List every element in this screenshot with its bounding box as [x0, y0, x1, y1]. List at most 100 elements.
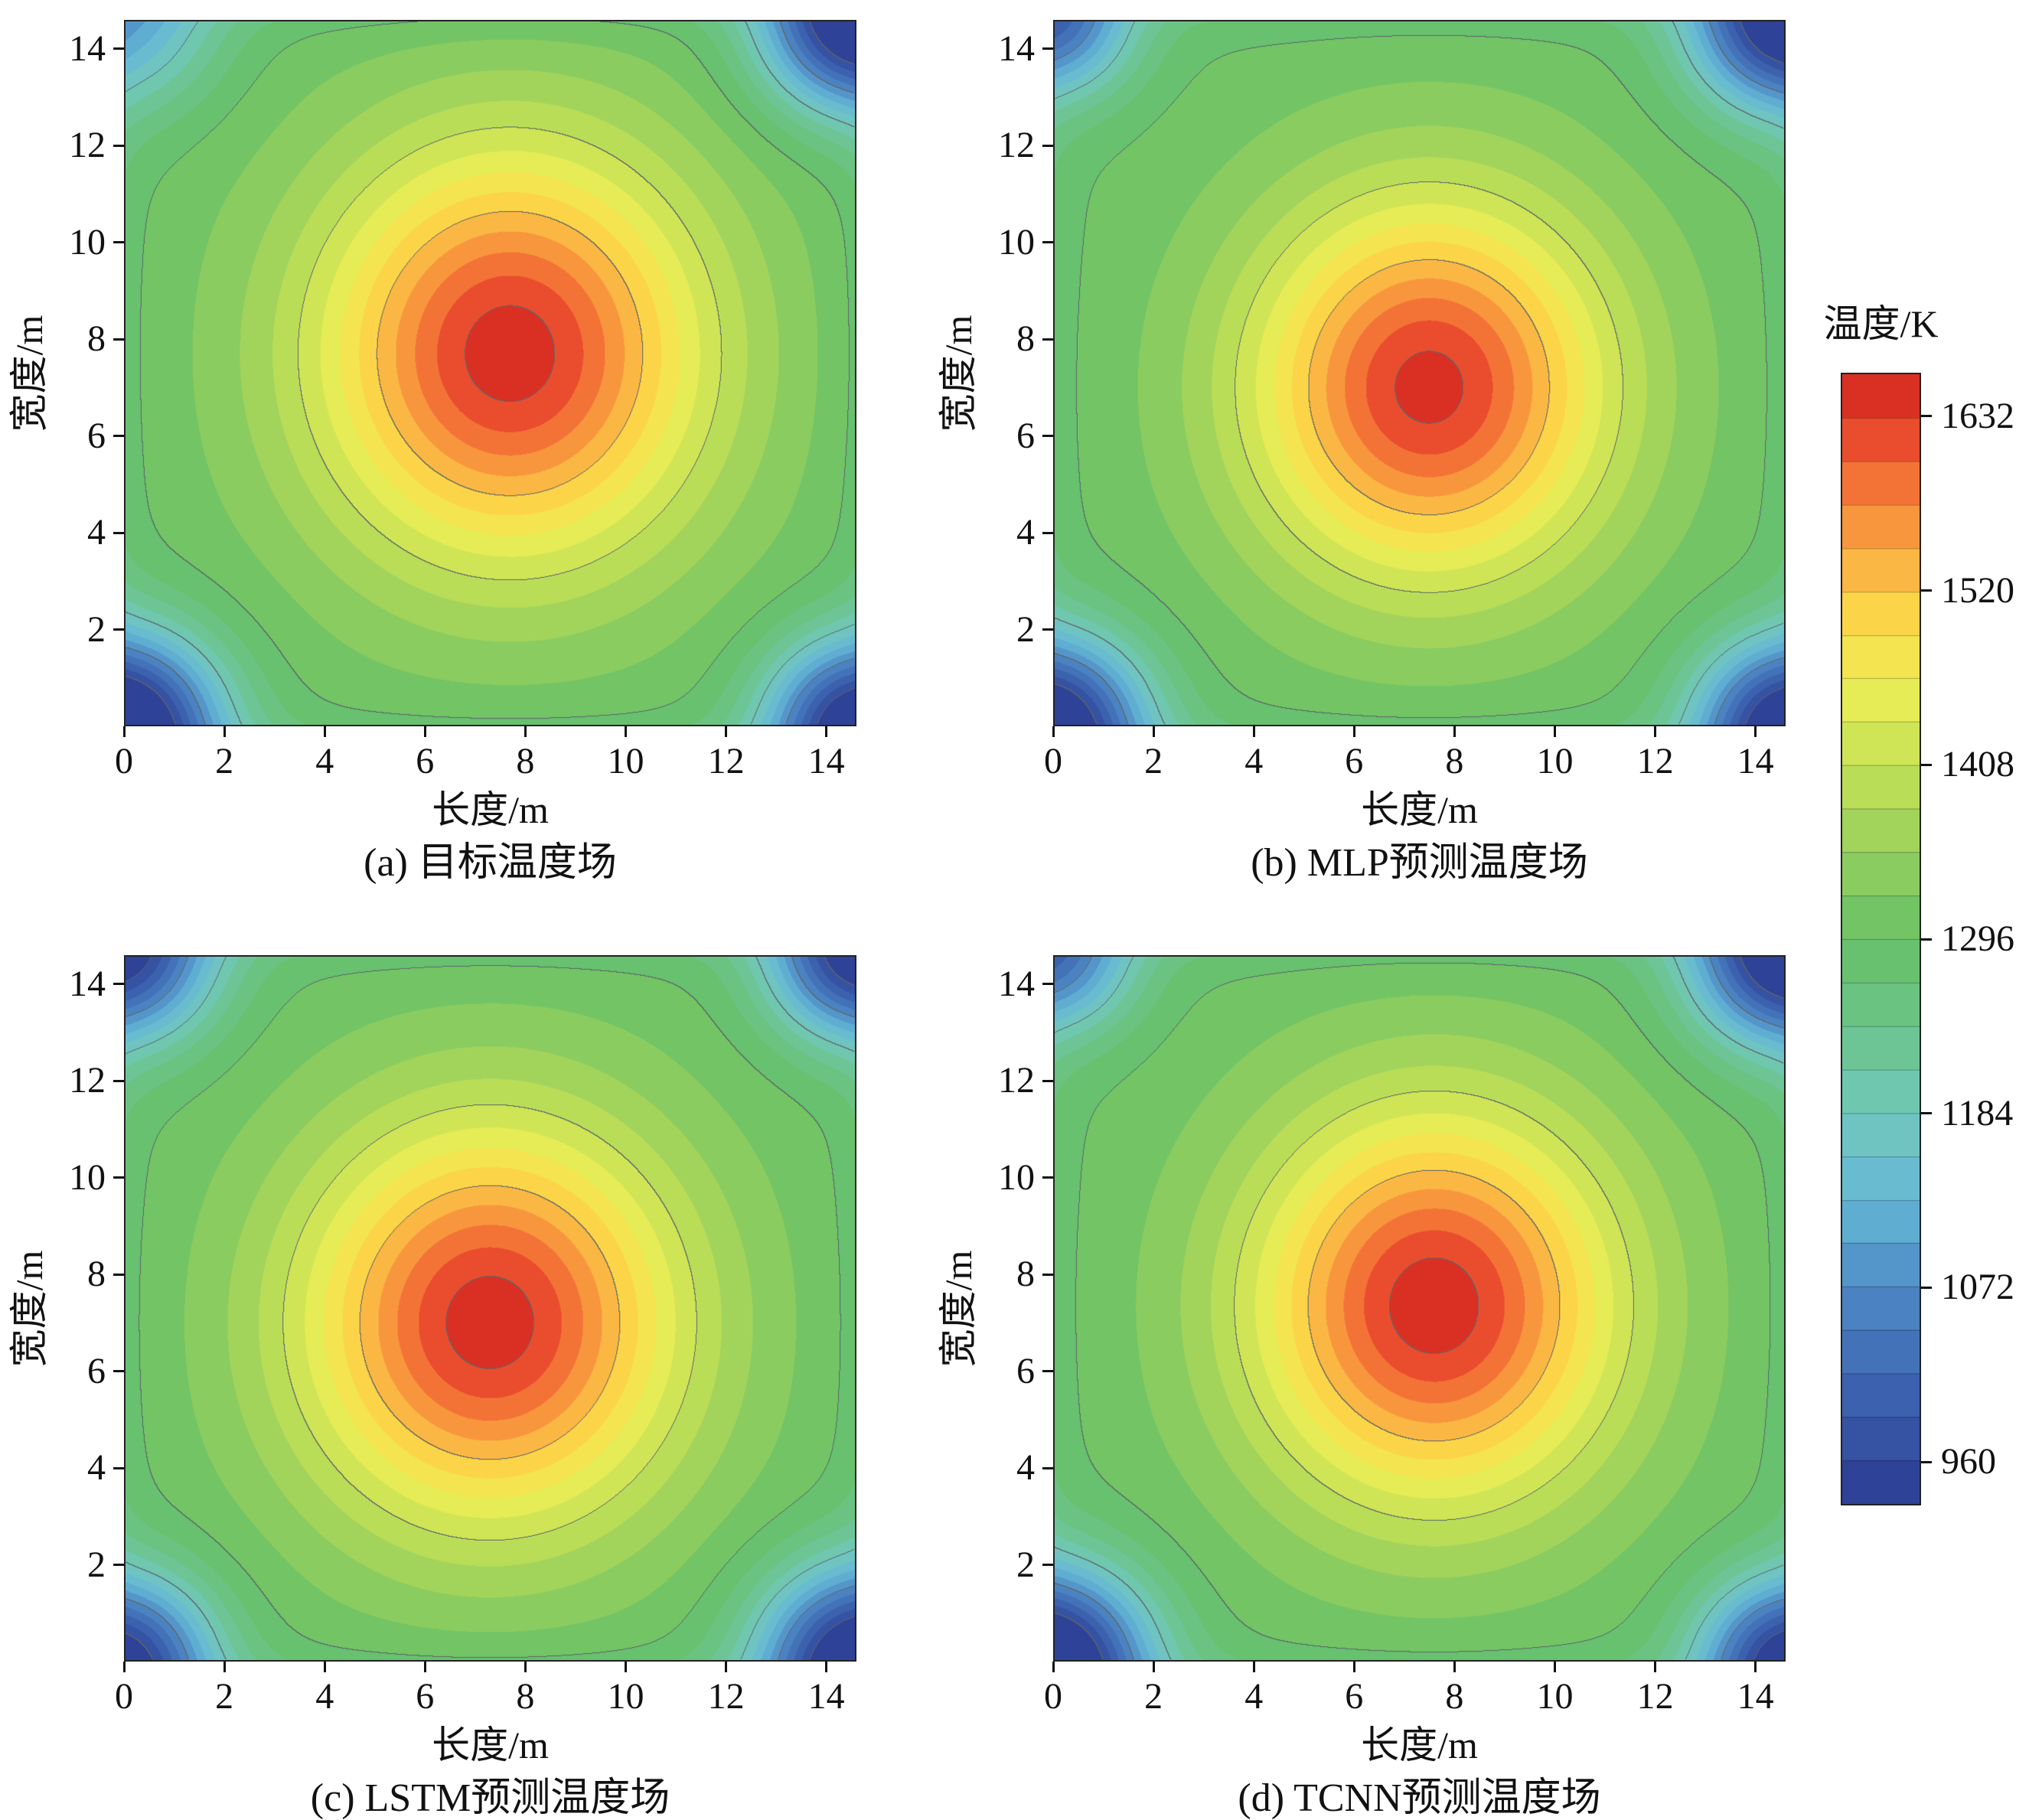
x-tick-label: 10 [1536, 741, 1574, 781]
colorbar-tick-mark [1921, 1112, 1932, 1115]
x-tick-label: 14 [1737, 1676, 1774, 1717]
y-tick-mark [1042, 1176, 1053, 1179]
colorbar-tick-mark [1921, 415, 1932, 418]
y-tick-label: 8 [1016, 318, 1035, 360]
x-tick-mark [1152, 726, 1155, 737]
y-tick-label: 10 [998, 1156, 1035, 1198]
x-axis-label: 长度/m [1361, 788, 1478, 831]
x-tick-mark [624, 726, 627, 737]
x-tick-mark [323, 726, 326, 737]
y-tick-mark [1042, 435, 1053, 438]
x-tick-label: 12 [1636, 741, 1674, 781]
x-tick-mark [1453, 1662, 1456, 1672]
x-tick-label: 8 [516, 1676, 535, 1717]
x-tick-label: 0 [1044, 741, 1062, 781]
y-tick-mark [1042, 1466, 1053, 1469]
colorbar-tick-label: 1296 [1941, 918, 2014, 959]
subplot-caption: (b) MLP预测温度场 [1251, 841, 1588, 885]
x-tick-mark [725, 726, 728, 737]
x-tick-label: 2 [1144, 1676, 1163, 1717]
temperature-field-canvas [1055, 957, 1784, 1660]
y-tick-mark [113, 435, 124, 438]
x-tick-label: 6 [1345, 1676, 1364, 1717]
colorbar-tick-mark [1921, 763, 1932, 766]
x-tick-label: 6 [416, 741, 435, 781]
y-tick-label: 6 [87, 1350, 106, 1391]
x-tick-label: 6 [416, 1676, 435, 1717]
x-tick-mark [423, 1662, 426, 1672]
x-tick-mark [1654, 726, 1657, 737]
y-tick-label: 8 [87, 1254, 106, 1295]
x-tick-mark [1754, 726, 1757, 737]
y-tick-mark [113, 1176, 124, 1179]
x-tick-label: 0 [1044, 1676, 1062, 1717]
x-tick-mark [825, 726, 828, 737]
x-tick-mark [1352, 1662, 1355, 1672]
x-tick-mark [223, 1662, 226, 1672]
plot-area [1053, 20, 1786, 726]
x-tick-mark [122, 726, 126, 737]
y-tick-mark [1042, 47, 1053, 51]
x-tick-mark [423, 726, 426, 737]
x-tick-label: 4 [315, 1676, 334, 1717]
x-tick-mark [1252, 1662, 1255, 1672]
y-tick-mark [113, 1079, 124, 1082]
y-tick-label: 4 [1016, 1447, 1035, 1489]
y-tick-label: 2 [1016, 608, 1035, 650]
y-tick-mark [1042, 144, 1053, 147]
temperature-field-canvas [126, 21, 855, 725]
y-tick-label: 6 [87, 415, 106, 456]
y-tick-mark [1042, 1370, 1053, 1373]
x-tick-mark [122, 1662, 126, 1672]
x-tick-mark [1252, 726, 1255, 737]
x-tick-label: 0 [115, 741, 133, 781]
x-tick-mark [1654, 1662, 1657, 1672]
colorbar-gradient [1841, 373, 1921, 1505]
colorbar-tick-label: 1072 [1941, 1267, 2014, 1308]
y-tick-label: 14 [69, 28, 106, 69]
x-tick-mark [1553, 726, 1556, 737]
colorbar-tick-label: 1520 [1941, 569, 2014, 611]
x-tick-label: 14 [807, 1676, 845, 1717]
y-tick-mark [1042, 983, 1053, 986]
y-tick-label: 2 [87, 608, 106, 650]
x-tick-label: 12 [707, 741, 745, 781]
colorbar-tick-mark [1921, 938, 1932, 941]
x-tick-label: 2 [1144, 741, 1163, 781]
y-tick-mark [113, 1466, 124, 1469]
x-tick-label: 14 [1737, 741, 1774, 781]
x-tick-label: 12 [1636, 1676, 1674, 1717]
y-tick-label: 12 [69, 1060, 106, 1101]
subplot-caption: (d) TCNN预测温度场 [1238, 1776, 1601, 1820]
y-tick-label: 12 [998, 1060, 1035, 1101]
y-tick-label: 6 [1016, 1350, 1035, 1391]
x-tick-label: 4 [315, 741, 334, 781]
x-axis-label: 长度/m [432, 1724, 549, 1766]
x-tick-mark [223, 726, 226, 737]
y-tick-mark [113, 628, 124, 631]
x-tick-label: 8 [1445, 1676, 1464, 1717]
x-tick-label: 2 [215, 741, 234, 781]
y-tick-mark [113, 144, 124, 147]
colorbar-tick-label: 1408 [1941, 744, 2014, 785]
colorbar-title: 温度/K [1823, 302, 1939, 345]
colorbar-tick-mark [1921, 589, 1932, 592]
x-tick-label: 2 [215, 1676, 234, 1717]
y-tick-label: 6 [1016, 415, 1035, 456]
y-tick-label: 12 [998, 125, 1035, 166]
y-tick-label: 12 [69, 125, 106, 166]
x-tick-mark [1052, 726, 1055, 737]
x-tick-mark [825, 1662, 828, 1672]
y-tick-mark [1042, 1273, 1053, 1276]
colorbar-tick-mark [1921, 1460, 1932, 1463]
x-tick-mark [1152, 1662, 1155, 1672]
colorbar: 温度/K 1632 1520 1408 1296 1184 1072 960 [1824, 302, 2014, 1505]
y-tick-label: 10 [69, 221, 106, 263]
y-tick-mark [113, 531, 124, 534]
x-tick-label: 14 [807, 741, 845, 781]
y-tick-label: 14 [69, 963, 106, 1004]
x-tick-label: 10 [607, 1676, 644, 1717]
x-tick-mark [323, 1662, 326, 1672]
y-tick-label: 14 [998, 963, 1035, 1004]
y-tick-label: 8 [87, 318, 106, 360]
